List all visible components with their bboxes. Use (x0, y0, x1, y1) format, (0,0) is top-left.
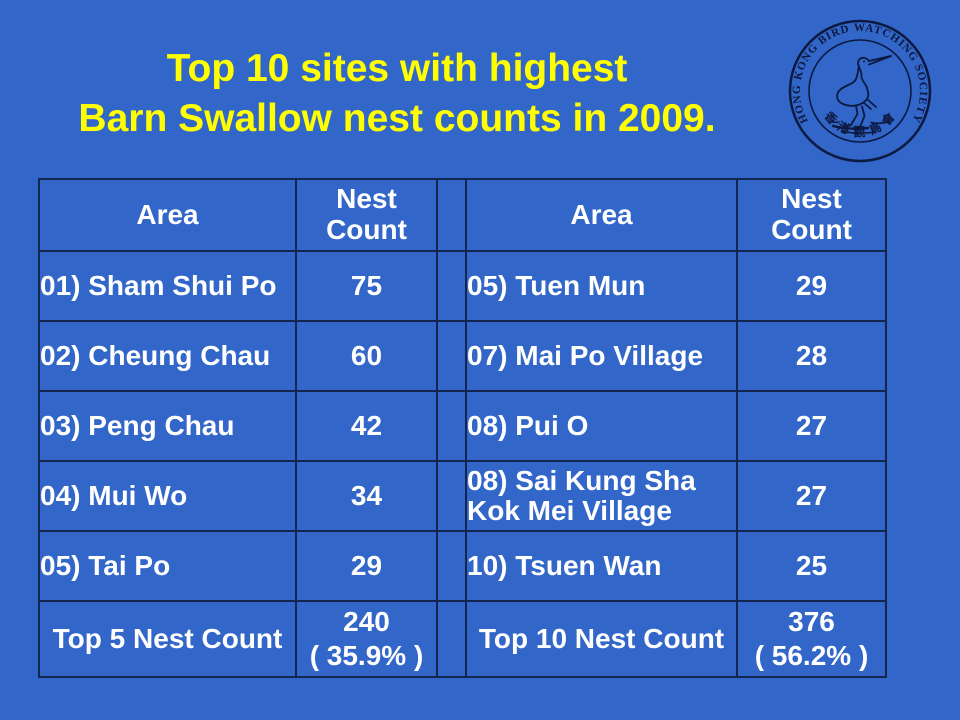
area-cell: 07) Mai Po Village (465, 320, 738, 392)
count-cell: 60 (295, 320, 438, 392)
top5-value: 240 (343, 606, 390, 638)
spacer-cell (436, 390, 467, 462)
top10-percentage: ( 56.2% ) (754, 640, 869, 671)
count-cell: 25 (736, 530, 887, 602)
top10-label-cell: Top 10 Nest Count (465, 600, 738, 678)
count-cell: 29 (295, 530, 438, 602)
top10-value-cell: 376 ( 56.2% ) (736, 600, 887, 678)
count-cell: 75 (295, 250, 438, 322)
count-cell: 29 (736, 250, 887, 322)
area-cell: 03) Peng Chau (38, 390, 297, 462)
table-row: 03) Peng Chau 42 08) Pui O 27 (38, 390, 887, 462)
summary-row: Top 5 Nest Count 240 ( 35.9% ) Top 10 Ne… (38, 600, 887, 678)
bird-watching-society-seal-icon: HONG KONG BIRD WATCHING SOCIETY 香 港 觀 鳥 … (788, 19, 932, 163)
spacer-cell (436, 178, 467, 252)
count-cell: 27 (736, 460, 887, 532)
title-line-1: Top 10 sites with highest (166, 47, 628, 90)
top5-label-cell: Top 5 Nest Count (38, 600, 297, 678)
header-nest-count-right: Nest Count (736, 178, 887, 252)
area-cell: 05) Tai Po (38, 530, 297, 602)
header-area-left: Area (38, 178, 297, 252)
area-cell: 08) Sai Kung Sha Kok Mei Village (465, 460, 738, 532)
count-cell: 28 (736, 320, 887, 392)
count-cell: 27 (736, 390, 887, 462)
spacer-cell (436, 530, 467, 602)
area-cell: 10) Tsuen Wan (465, 530, 738, 602)
header-nest-count-left: Nest Count (295, 178, 438, 252)
hkbws-logo: HONG KONG BIRD WATCHING SOCIETY 香 港 觀 鳥 … (786, 17, 934, 165)
area-cell: 04) Mui Wo (38, 460, 297, 532)
title-line-2: Barn Swallow nest counts in 2009. (78, 97, 716, 140)
spacer-cell (436, 250, 467, 322)
spacer-cell (436, 460, 467, 532)
nest-count-table: Area Nest Count Area Nest Count 01) Sham… (38, 178, 887, 678)
table-row: 05) Tai Po 29 10) Tsuen Wan 25 (38, 530, 887, 602)
table-row: 01) Sham Shui Po 75 05) Tuen Mun 29 (38, 250, 887, 322)
area-cell: 02) Cheung Chau (38, 320, 297, 392)
spacer-cell (436, 320, 467, 392)
spacer-cell (436, 600, 467, 678)
top5-percentage: ( 35.9% ) (309, 640, 424, 671)
top10-value: 376 (788, 606, 835, 638)
area-cell: 01) Sham Shui Po (38, 250, 297, 322)
table-header-row: Area Nest Count Area Nest Count (38, 178, 887, 252)
egret-icon (829, 55, 892, 134)
top5-value-cell: 240 ( 35.9% ) (295, 600, 438, 678)
count-cell: 34 (295, 460, 438, 532)
table-row: 02) Cheung Chau 60 07) Mai Po Village 28 (38, 320, 887, 392)
header-area-right: Area (465, 178, 738, 252)
area-cell: 08) Pui O (465, 390, 738, 462)
area-cell: 05) Tuen Mun (465, 250, 738, 322)
count-cell: 42 (295, 390, 438, 462)
page-title: Top 10 sites with highest Barn Swallow n… (17, 44, 777, 144)
table-row: 04) Mui Wo 34 08) Sai Kung Sha Kok Mei V… (38, 460, 887, 532)
